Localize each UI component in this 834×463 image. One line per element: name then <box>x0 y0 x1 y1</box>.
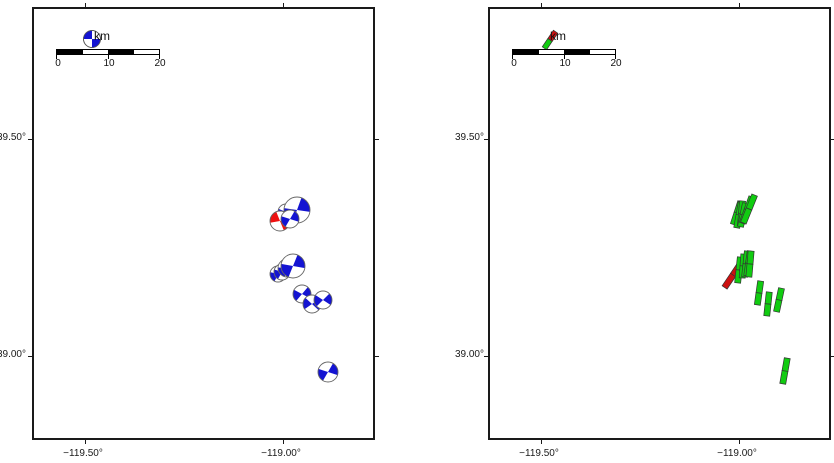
x-tick-top-left <box>541 3 542 9</box>
scalebar-tick-label: 0 <box>55 58 61 69</box>
plot-area-left <box>34 9 373 438</box>
scalebar-tick-label: 10 <box>103 58 115 69</box>
x-tick-bottom-left <box>541 438 542 444</box>
scalebar-segment <box>538 50 564 54</box>
scalebar-tick-label: 20 <box>154 58 166 69</box>
y-axis-label-3900-left: 39.00° <box>0 349 26 360</box>
x-tick-bottom-right <box>283 438 284 444</box>
scalebar-track-left <box>56 49 160 55</box>
scalebar-tick-label: 0 <box>511 58 517 69</box>
y-tick-left-top <box>28 139 34 140</box>
map-frame-left: km 0 10 20 <box>28 3 379 444</box>
scalebar-segment <box>513 50 539 54</box>
map-frame-right: km 0 10 20 <box>484 3 834 444</box>
y-tick-left-top <box>484 139 490 140</box>
x-axis-label-11900-left: −119.00° <box>261 448 301 459</box>
focal-mechanism-beachball <box>279 252 307 280</box>
legend-beachball-icon <box>82 29 102 54</box>
y-tick-right-top <box>373 139 379 140</box>
y-tick-left-bottom <box>28 356 34 357</box>
slip-vector-bar <box>752 288 784 320</box>
scalebar-segment <box>589 50 615 54</box>
y-axis-label-3900-right: 39.00° <box>454 349 484 360</box>
x-tick-bottom-left <box>85 438 86 444</box>
x-tick-top-left <box>85 3 86 9</box>
scalebar-tick-label: 10 <box>559 58 571 69</box>
slip-vector-bar <box>763 284 795 316</box>
scalebar-segment <box>564 50 590 54</box>
scalebar-unit-label-left: km <box>94 29 110 43</box>
x-axis-label-11950-right: −119.50° <box>519 448 559 459</box>
y-tick-left-bottom <box>484 356 490 357</box>
y-axis-label-3950-right: 39.50° <box>454 132 484 143</box>
focal-mechanism-beachball <box>279 208 301 230</box>
scalebar-segment <box>133 50 159 54</box>
panel-slip-vectors: km 0 10 20 39 <box>417 0 834 463</box>
panel-focal-mechanisms: km 0 10 20 <box>0 3 379 459</box>
x-tick-top-right <box>739 3 740 9</box>
y-tick-right-top <box>829 139 834 140</box>
y-tick-right-bottom <box>373 356 379 357</box>
scalebar-tick-label: 20 <box>610 58 622 69</box>
scalebar-tick <box>159 55 160 59</box>
y-tick-right-bottom <box>829 356 834 357</box>
x-tick-bottom-right <box>739 438 740 444</box>
scalebar-tick <box>564 55 565 59</box>
x-axis-label-11900-right: −119.00° <box>717 448 757 459</box>
slip-vector-bar <box>768 354 802 388</box>
scalebar-track-right <box>512 49 616 55</box>
scalebar-tick <box>56 55 57 59</box>
legend-slipbar-icon <box>538 29 562 56</box>
scalebar-tick <box>512 55 513 59</box>
slip-vector-bar <box>730 190 768 228</box>
scalebar-tick <box>108 55 109 59</box>
x-axis-label-11950-left: −119.50° <box>63 448 103 459</box>
slip-vector-bar <box>733 247 767 281</box>
scalebar-tick <box>615 55 616 59</box>
focal-mechanism-beachball <box>316 360 340 384</box>
scalebar-segment <box>57 50 83 54</box>
y-axis-label-3950-left: 39.50° <box>0 132 26 143</box>
scalebar-segment <box>108 50 134 54</box>
x-tick-top-right <box>283 3 284 9</box>
plot-area-right <box>490 9 829 438</box>
scalebar-segment <box>82 50 108 54</box>
scalebar-unit-label-right: km <box>550 29 566 43</box>
focal-mechanism-beachball <box>312 289 334 311</box>
slip-vector-bar <box>743 277 775 309</box>
